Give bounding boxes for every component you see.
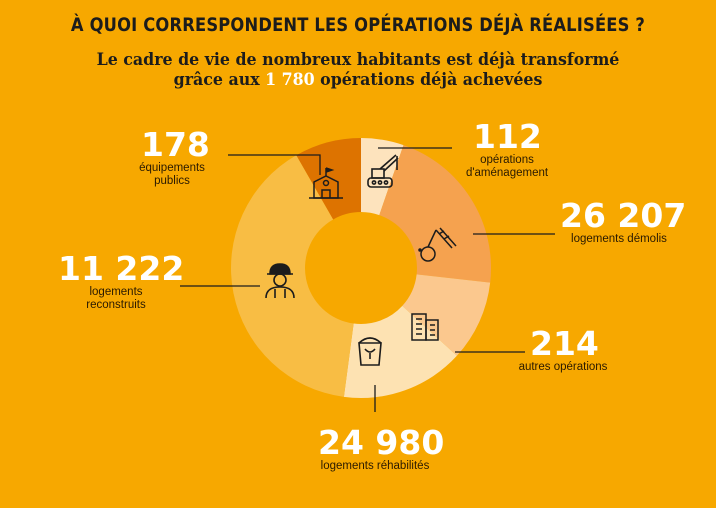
donut-segment-equip (296, 138, 361, 220)
donut-segment-demolis (379, 145, 491, 283)
label-autres-line1: autres opérations (518, 361, 608, 373)
label-reconstr-line1: logements (89, 286, 143, 298)
label-reconstr: logements reconstruits (64, 286, 168, 312)
label-autres: autres opérations (508, 361, 618, 374)
page-title: À QUOI CORRESPONDENT LES OPÉRATIONS DÉJÀ… (70, 14, 646, 36)
label-equip-line1: équipements (139, 162, 205, 174)
donut-segment-rehab (343, 305, 457, 398)
crane-icon (367, 154, 399, 188)
wrecking-ball-icon (418, 227, 457, 262)
value-amenag: 112 (473, 117, 542, 156)
value-demolis: 26 207 (560, 196, 687, 235)
label-rehab-line1: logements réhabilités (320, 460, 430, 472)
subtitle-highlight: 1 780 (265, 70, 315, 90)
label-amenag: opérations d'aménagement (455, 154, 559, 180)
school-building-icon (309, 167, 343, 199)
value-reconstr: 11 222 (58, 249, 185, 288)
label-demolis: logements démolis (559, 233, 679, 246)
label-equip-line2: publics (154, 175, 190, 187)
donut-segment-reconstr (230, 155, 354, 397)
page-subtitle: Le cadre de vie de nombreux habitants es… (25, 50, 691, 90)
donut-segments (230, 138, 491, 398)
leader-line-equip (228, 154, 321, 175)
label-reconstr-line2: reconstruits (86, 299, 146, 311)
subtitle-line-2: grâce aux 1 780 opérations déjà achevées (25, 70, 691, 90)
subtitle-pre: grâce aux (173, 70, 266, 90)
subtitle-line-1: Le cadre de vie de nombreux habitants es… (96, 50, 620, 70)
value-autres: 214 (530, 324, 599, 363)
value-equip: 178 (141, 125, 210, 164)
label-equip: équipements publics (130, 162, 214, 188)
subtitle-post: opérations déjà achevées (314, 70, 543, 90)
value-rehab: 24 980 (318, 423, 445, 462)
donut-segment-autres (402, 274, 491, 356)
paint-bucket-icon (358, 337, 382, 366)
leader-lines (180, 147, 555, 412)
worker-helmet-icon (265, 263, 295, 299)
buildings-icon (411, 313, 439, 341)
label-amenag-line1: opérations (480, 154, 534, 166)
label-amenag-line2: d'aménagement (465, 167, 549, 179)
label-rehab: logements réhabilités (305, 460, 445, 473)
label-demolis-line1: logements démolis (571, 233, 667, 245)
